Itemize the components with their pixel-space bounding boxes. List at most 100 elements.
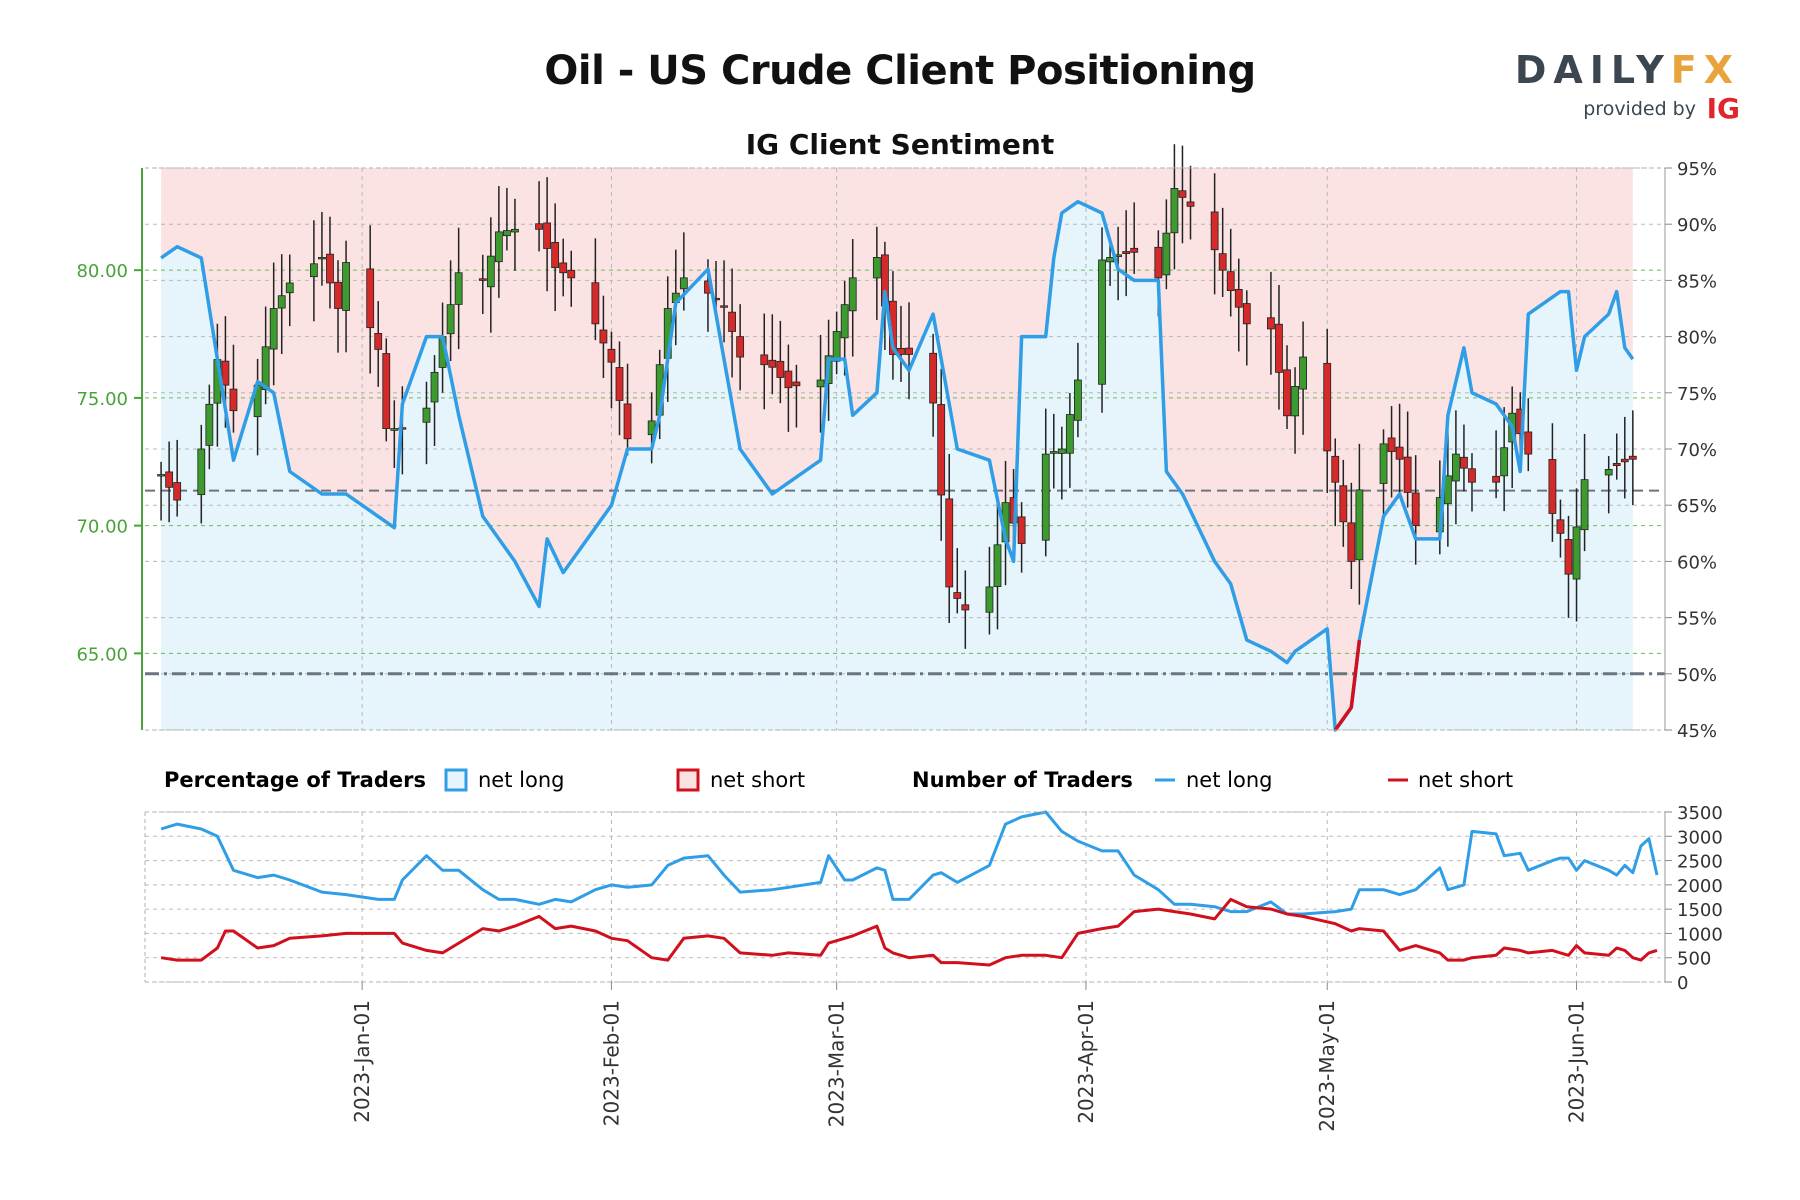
candle [1291,386,1299,417]
candle [1460,456,1468,469]
candle [422,407,431,423]
net-short-area [161,168,1633,730]
logo-daily: DAILY [1514,48,1671,92]
candle [792,381,801,387]
candle [1074,379,1082,421]
date-tick-label: 2023-Jan-01 [350,1000,374,1123]
candle [599,329,608,344]
candle [1500,447,1509,477]
candle [1331,455,1340,483]
pct-tick-label: 50% [1677,665,1717,686]
net-short-count-line [160,897,1658,967]
date-tick-label: 2023-May-01 [1315,1000,1339,1132]
pct-tick-label: 70% [1677,440,1717,461]
dailyfx-logo: DAILYFX provided by IG [1480,48,1740,128]
candle [165,471,174,488]
candle [197,448,206,496]
candle [776,360,785,378]
candle [342,262,350,311]
candle [848,277,857,312]
candle [945,498,954,588]
candle [1564,539,1573,575]
candle [503,230,511,237]
count-tick-label: 1000 [1677,924,1723,945]
legend-pct-long-label: net long [478,768,564,792]
candle [937,404,946,496]
pct-tick-label: 90% [1677,215,1717,236]
date-axis: 2023-Jan-01 2023-Feb-01 2023-Mar-01 2023-Ap… [350,982,1589,1132]
count-tick-label: 1500 [1677,900,1723,921]
candle [591,282,600,325]
candle [1403,456,1412,493]
price-tick-label: 70.00 [76,517,128,538]
candle [334,281,342,309]
pct-tick-label: 95% [1677,159,1717,180]
pct-tick-label: 65% [1677,496,1717,517]
candle [679,277,688,290]
date-tick-label: 2023-Feb-01 [599,1000,623,1126]
candle [269,308,278,350]
candle [366,268,375,329]
candle [905,347,913,355]
candle [1395,446,1404,460]
candle [1154,246,1163,279]
candle [728,311,736,332]
candle [1017,516,1026,544]
candle [1556,519,1565,534]
net-long-count-line [160,810,1659,916]
legend: Percentage of Traders net long net short… [164,768,1513,792]
candle [832,331,841,362]
candle [543,222,552,249]
candle [318,257,326,260]
candle [1242,303,1251,325]
candle [229,388,238,412]
candle [1178,190,1187,198]
logo-provided-by: provided by [1583,98,1696,120]
legend-pct-short-label: net short [710,768,805,792]
pct-tick-label: 80% [1677,328,1717,349]
candle [157,474,165,477]
candle [1267,317,1275,330]
logo-fx: FX [1670,48,1740,92]
chart-subtitle: IG Client Sentiment [745,128,1055,161]
candle [446,304,455,335]
candle [1106,257,1114,263]
candle [1548,459,1557,514]
candle [1604,469,1613,476]
candle [1210,211,1219,251]
candle [382,353,391,429]
candle [1492,475,1501,483]
candle [623,403,632,440]
candle [768,359,777,368]
legend-percentage-header: Percentage of Traders [164,768,426,792]
logo-wordmark: DAILYFX [1515,48,1740,92]
candle [816,379,825,388]
candle [221,360,230,386]
candle [1162,232,1171,276]
candle [929,352,938,404]
candle [559,262,568,274]
candle [720,305,728,308]
candle [840,304,849,339]
candle [205,403,214,446]
chart-title: Oil - US Crude Client Positioning [544,48,1256,94]
pct-tick-label: 85% [1677,271,1717,292]
candle [551,242,560,269]
net-long-pct-line [160,199,1635,732]
legend-pct-long-swatch [444,768,468,792]
pct-tick-label: 75% [1677,384,1717,405]
candle [567,269,576,279]
candle [1580,479,1589,531]
count-tick-label: 3000 [1677,827,1723,848]
logo-ig: IG [1706,92,1740,125]
pct-tick-label: 45% [1677,721,1717,742]
candle [261,346,270,391]
candle [615,367,624,401]
count-tick-label: 3500 [1677,803,1723,824]
candle [760,354,769,366]
pct-tick-label: 60% [1677,552,1717,573]
candle [535,223,543,230]
candle [1218,253,1227,271]
count-tick-label: 2000 [1677,876,1723,897]
